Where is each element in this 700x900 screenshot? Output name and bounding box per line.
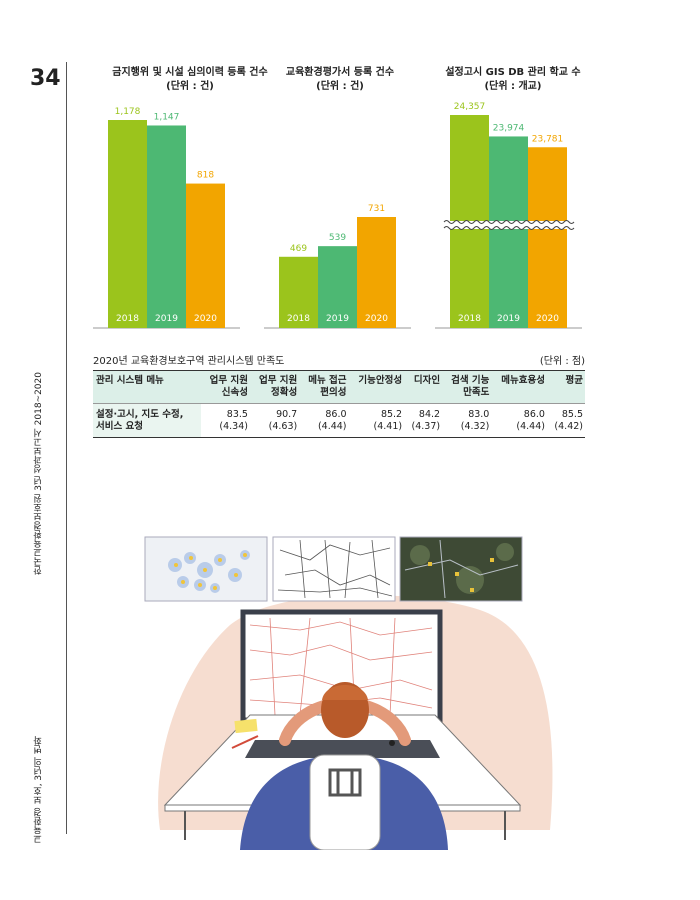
score-5pt-value: (4.63) — [268, 421, 298, 432]
score-5pt-value: (4.37) — [411, 421, 441, 432]
score-5pt-value: (4.44) — [516, 421, 545, 432]
chart-3-title: 설정고시 GIS DB 관리 학교 수 — [445, 67, 581, 78]
score-5pt-value: (4.34) — [219, 421, 248, 432]
table-header-3: 메뉴 접근 편의성 — [299, 370, 349, 404]
score-value: 83.5 — [226, 409, 248, 420]
table-header-8: 평균 — [546, 370, 585, 404]
table-cell-4: 84.2 (4.37) — [404, 403, 443, 438]
chart-3-bar-2019 — [489, 136, 528, 328]
chart-2-title: 교육환경평가서 등록 건수 — [285, 67, 395, 78]
gis-workstation-illustration — [144, 536, 553, 850]
map-panel-satellite — [399, 536, 523, 602]
table-header-1: 업무 지원 신속성 — [200, 370, 250, 404]
table-cell-1: 90.7 (4.63) — [249, 403, 300, 438]
table-unit: (단위 : 점) — [539, 356, 585, 367]
chart-3-value-label-2019: 23,974 — [493, 123, 525, 133]
chart-1-category-2020: 2020 — [194, 314, 217, 324]
chart-1-category-2019: 2019 — [155, 314, 178, 324]
score-value: 85.5 — [561, 409, 583, 420]
chart-1-bar-2019 — [147, 125, 186, 328]
satisfaction-table: 관리 시스템 메뉴 업무 지원 신속성 업무 지원 정확성 메뉴 접근 편의성 기능안정성 디자… — [93, 370, 585, 438]
bar-charts: 1,178 2018 1,147 2019 818 2020 469 2018 539 2019 7… — [93, 102, 583, 329]
table-cell-0: 83.5 (4.34) — [200, 403, 250, 438]
sticky-notes — [234, 718, 258, 734]
chart-2-value-label-2018: 469 — [290, 244, 307, 254]
table-title: 2020년 교육환경보호구역 관리시스템 만족도 — [93, 356, 285, 367]
table-header-row: 관리 시스템 메뉴 업무 지원 신속성 업무 지원 정확성 메뉴 접근 편의성 기능안정성 디자… — [93, 370, 585, 404]
chart-1-unit: (단위 : 건) — [166, 81, 214, 92]
chart-1-bar-2020 — [186, 183, 225, 328]
page-number: 34 — [30, 66, 61, 91]
table-cell-5: 83.0 (4.32) — [442, 403, 492, 438]
score-value: 86.0 — [523, 409, 545, 420]
table-header-2: 업무 지원 정확성 — [249, 370, 300, 404]
chart-3-axis-break-line-bottom — [443, 226, 575, 230]
chart-2-value-label-2019: 539 — [329, 233, 346, 243]
chart-2-bar-2020 — [357, 217, 396, 328]
score-value: 86.0 — [325, 409, 347, 420]
chart-3-bar-2020 — [528, 147, 567, 328]
chart-3-category-2020: 2020 — [536, 314, 559, 324]
chair — [309, 754, 381, 850]
table-header-7: 메뉴효용성 — [491, 370, 547, 404]
score-5pt-value: (4.44) — [317, 421, 347, 432]
map-panel-heatmap — [144, 536, 268, 602]
chart-3-unit: (단위 : 개교) — [484, 81, 542, 92]
table-header-4: 기능안정성 — [348, 370, 405, 404]
chart-3-category-2018: 2018 — [458, 314, 481, 324]
chart-1-value-label-2019: 1,147 — [154, 112, 180, 122]
table-cell-7: 85.5 (4.42) — [546, 403, 585, 438]
chart-3-axis-break-line-top — [443, 220, 575, 224]
score-5pt-value: (4.41) — [373, 421, 403, 432]
chart-1-title-block: 금지행위 및 시설 심의이력 등록 건수 (단위 : 건) — [80, 66, 300, 94]
score-5pt-value: (4.32) — [460, 421, 490, 432]
chart-3-title-block: 설정고시 GIS DB 관리 학교 수 (단위 : 개교) — [408, 66, 618, 94]
chart-2-category-2019: 2019 — [326, 314, 349, 324]
chart-2-bar-2018 — [279, 256, 318, 328]
chart-3-value-label-2020: 23,781 — [532, 134, 564, 144]
score-5pt-value: (4.42) — [554, 421, 583, 432]
pencil — [231, 735, 259, 749]
table-header-5: 디자인 — [404, 370, 443, 404]
chart-2-title-block: 교육환경평가서 등록 건수 (단위 : 건) — [250, 66, 430, 94]
table-row-label: 설정·고시, 지도 수정, 서비스 요청 — [93, 403, 201, 438]
chart-1-title: 금지행위 및 시설 심의이력 등록 건수 — [112, 67, 268, 78]
table-header-6: 검색 기능 만족도 — [442, 370, 492, 404]
table-cell-2: 86.0 (4.44) — [299, 403, 349, 438]
table-header-0: 관리 시스템 메뉴 — [93, 370, 201, 404]
score-value: 90.7 — [276, 409, 298, 420]
chart-3-axis-break-gap — [444, 221, 583, 229]
chart-1-bar-2018 — [108, 120, 147, 328]
chart-1-category-2018: 2018 — [116, 314, 139, 324]
chart-3-value-label-2018: 24,357 — [454, 102, 486, 112]
table-cell-6: 86.0 (4.44) — [491, 403, 547, 438]
chart-2-category-2018: 2018 — [287, 314, 310, 324]
chart-2-category-2020: 2020 — [365, 314, 388, 324]
score-value: 84.2 — [418, 409, 441, 420]
map-panel-parcels — [272, 536, 396, 602]
margin-divider — [66, 62, 67, 834]
score-value: 83.0 — [468, 409, 490, 420]
chart-3-category-2019: 2019 — [497, 314, 520, 324]
chart-2-value-label-2020: 731 — [368, 204, 385, 214]
chart-1-value-label-2018: 1,178 — [115, 107, 141, 117]
table-cell-3: 85.2 (4.41) — [348, 403, 405, 438]
chart-2-unit: (단위 : 건) — [316, 81, 364, 92]
chart-2-bar-2019 — [318, 246, 357, 328]
table-row: 설정·고시, 지도 수정, 서비스 요청 83.5 (4.34) 90.7 (4.63) 8… — [93, 403, 585, 438]
score-value: 85.2 — [380, 409, 403, 420]
chart-1-value-label-2020: 818 — [197, 171, 214, 181]
